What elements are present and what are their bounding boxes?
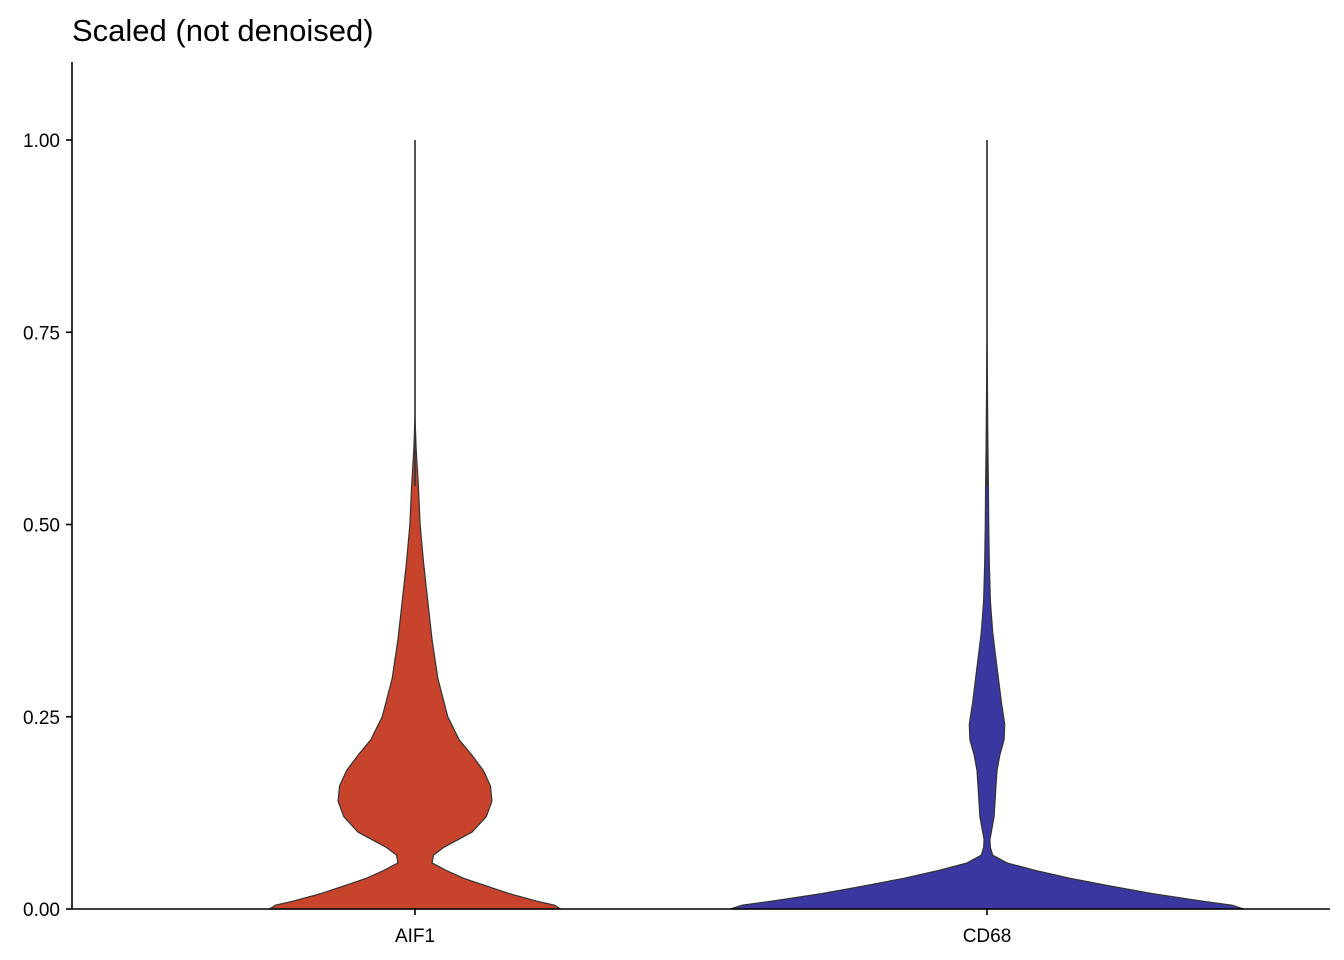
whisker-layer [414,140,988,487]
y-tick-label: 1.00 [23,131,60,152]
x-tick-label: CD68 [963,926,1012,947]
chart-title: Scaled (not denoised) [72,13,374,48]
y-tick-label: 0.25 [23,708,60,729]
y-tick-label: 0.00 [23,900,60,921]
y-axis-ticks: 0.00 0.25 0.50 0.75 1.00 [23,131,72,921]
y-tick-label: 0.50 [23,516,60,537]
x-tick-label: AIF1 [395,926,435,947]
y-tick-label: 0.75 [23,323,60,344]
x-axis-ticks: AIF1 CD68 [395,909,1011,947]
